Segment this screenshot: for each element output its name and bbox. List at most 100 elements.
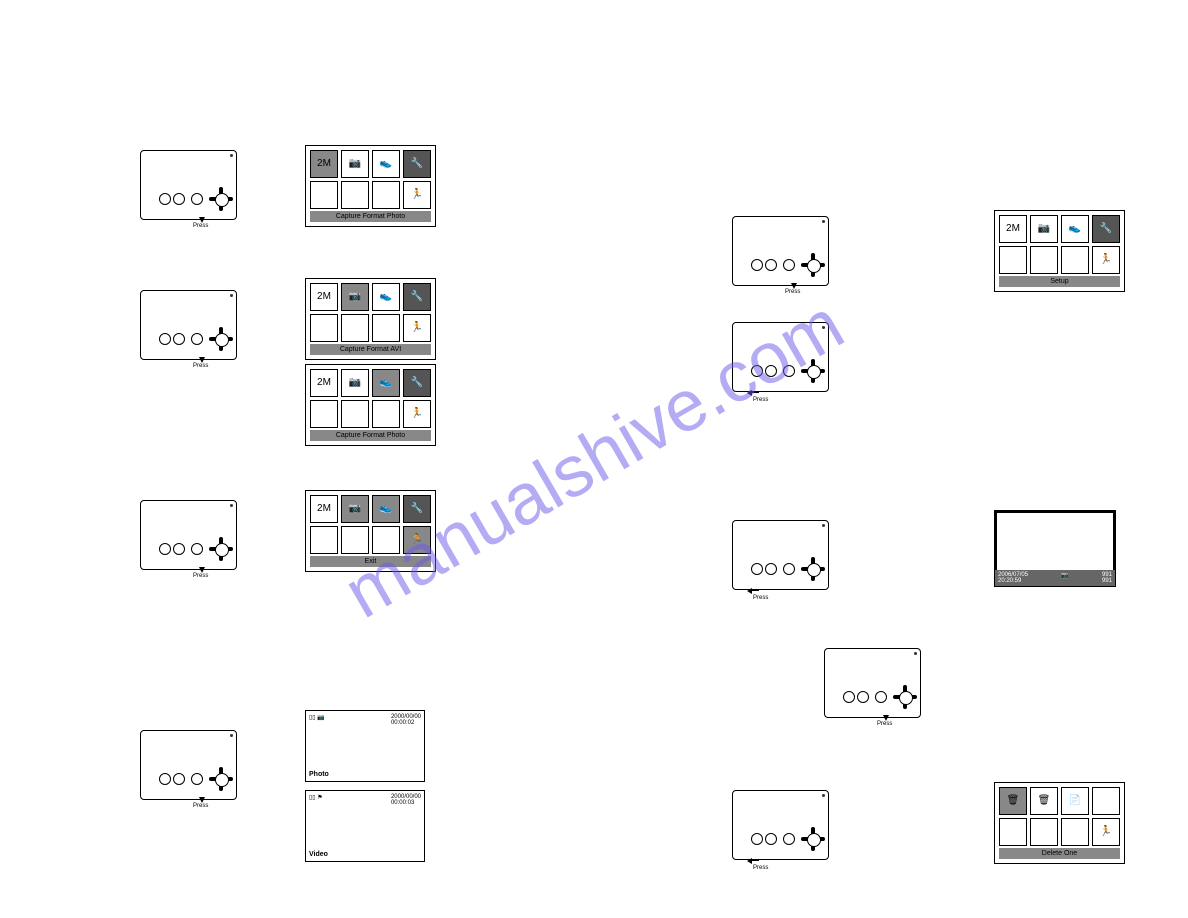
button-icon xyxy=(783,563,795,575)
info-screen-video: ▯▯ ⚑ 2000/00/0000:00:03 Video xyxy=(305,790,425,862)
press-label: Press xyxy=(753,595,768,601)
info-time: 00:00:03 xyxy=(391,800,414,806)
page-left: Press 2M 📷 👟 🔧 🏃 Capture Format Photo Pr… xyxy=(0,0,594,918)
page-right: Press 2M 📷 👟 🔧 🏃 Setup Press xyxy=(594,0,1188,918)
menu-item xyxy=(999,818,1027,846)
info-screen-photo: ▯▯ 📷 2000/00/0000:00:02 Photo xyxy=(305,710,425,782)
dpad-icon xyxy=(893,685,917,709)
button-icon xyxy=(173,193,185,205)
dpad-icon xyxy=(209,537,233,561)
device-controls xyxy=(751,557,825,581)
menu-item xyxy=(341,314,369,342)
menu-item xyxy=(372,181,400,209)
menu-item-camera: 📷 xyxy=(341,369,369,397)
menu-screen: 2M 📷 👟 🔧 🏃 Capture Format Photo xyxy=(305,364,436,446)
dpad-icon xyxy=(209,187,233,211)
device-diagram: Press xyxy=(732,520,829,590)
menu-item-camera: 📷 xyxy=(341,495,369,523)
menu-item xyxy=(1061,818,1089,846)
preview-statusbar: 2006/07/0520:20:59 📷 991991 xyxy=(995,570,1115,586)
menu-item-tools: 🔧 xyxy=(403,150,431,178)
press-label: Press xyxy=(877,721,892,727)
button-icon xyxy=(751,365,763,377)
menu-item xyxy=(310,400,338,428)
device-controls xyxy=(751,359,825,383)
arrow-left-icon xyxy=(751,860,759,861)
menu-item-resolution: 2M xyxy=(310,369,338,397)
device-diagram: Press xyxy=(140,500,237,570)
button-icon xyxy=(191,333,203,345)
menu-item xyxy=(1030,246,1058,274)
menu-item-delete-all: 🗑 xyxy=(1030,787,1058,815)
button-icon xyxy=(159,333,171,345)
button-icon xyxy=(843,691,855,703)
dpad-icon xyxy=(801,359,825,383)
button-icon xyxy=(173,543,185,555)
menu-screen: 2M 📷 👟 🔧 🏃 Capture Format Photo xyxy=(305,145,436,227)
button-icon xyxy=(159,193,171,205)
dpad-icon xyxy=(209,767,233,791)
arrow-left-icon xyxy=(751,392,759,393)
button-icon xyxy=(191,543,203,555)
battery-icon: ▯▯ ⚑ xyxy=(309,794,323,806)
arrow-left-icon xyxy=(751,590,759,591)
menu-item xyxy=(372,314,400,342)
menu-item: 👟 xyxy=(372,369,400,397)
device-diagram: Press xyxy=(140,290,237,360)
press-label: Press xyxy=(193,223,208,229)
menu-caption: Setup xyxy=(999,276,1120,287)
button-icon xyxy=(765,259,777,271)
menu-item-exit: 🏃 xyxy=(403,314,431,342)
button-icon xyxy=(875,691,887,703)
menu-item-tools: 🔧 xyxy=(403,283,431,311)
button-icon xyxy=(783,365,795,377)
menu-item: 👟 xyxy=(372,150,400,178)
menu-item xyxy=(341,181,369,209)
button-icon xyxy=(159,543,171,555)
button-icon xyxy=(857,691,869,703)
device-diagram: Press xyxy=(824,648,921,718)
button-icon xyxy=(765,365,777,377)
menu-item xyxy=(1092,787,1120,815)
preview-num2: 991 xyxy=(1102,578,1112,584)
menu-item-exit: 🏃 xyxy=(403,400,431,428)
preview-time: 20:20:59 xyxy=(998,578,1021,584)
press-label: Press xyxy=(193,803,208,809)
menu-screen-delete: 🗑 🗑 📄 🏃 Delete One xyxy=(994,782,1125,864)
info-label: Video xyxy=(309,851,328,858)
menu-item-exit: 🏃 xyxy=(403,181,431,209)
device-diagram: Press xyxy=(732,322,829,392)
device-controls xyxy=(159,327,233,351)
press-label: Press xyxy=(753,397,768,403)
button-icon xyxy=(173,333,185,345)
menu-item-camera: 📷 xyxy=(341,283,369,311)
dpad-icon xyxy=(801,557,825,581)
menu-item xyxy=(1030,818,1058,846)
info-time: 00:00:02 xyxy=(391,720,414,726)
menu-item xyxy=(1061,246,1089,274)
device-diagram: Press xyxy=(732,790,829,860)
menu-item-resolution: 2M xyxy=(999,215,1027,243)
menu-item-delete: 🗑 xyxy=(999,787,1027,815)
menu-item-tools: 🔧 xyxy=(1092,215,1120,243)
menu-item-resolution: 2M xyxy=(310,283,338,311)
menu-item-camera: 📷 xyxy=(1030,215,1058,243)
press-label: Press xyxy=(785,289,800,295)
button-icon xyxy=(191,773,203,785)
button-icon xyxy=(783,259,795,271)
menu-item: 👟 xyxy=(1061,215,1089,243)
dpad-icon xyxy=(801,827,825,851)
battery-icon: ▯▯ 📷 xyxy=(309,714,325,726)
menu-item xyxy=(999,246,1027,274)
dpad-icon xyxy=(801,253,825,277)
button-icon xyxy=(173,773,185,785)
info-label: Photo xyxy=(309,771,329,778)
menu-screen: 2M 📷 👟 🔧 🏃 Exit xyxy=(305,490,436,572)
menu-item-resolution: 2M xyxy=(310,150,338,178)
menu-item-exit: 🏃 xyxy=(403,526,431,554)
device-controls xyxy=(159,767,233,791)
device-controls xyxy=(159,537,233,561)
menu-item-exit: 🏃 xyxy=(1092,246,1120,274)
press-label: Press xyxy=(753,865,768,871)
device-controls xyxy=(751,827,825,851)
